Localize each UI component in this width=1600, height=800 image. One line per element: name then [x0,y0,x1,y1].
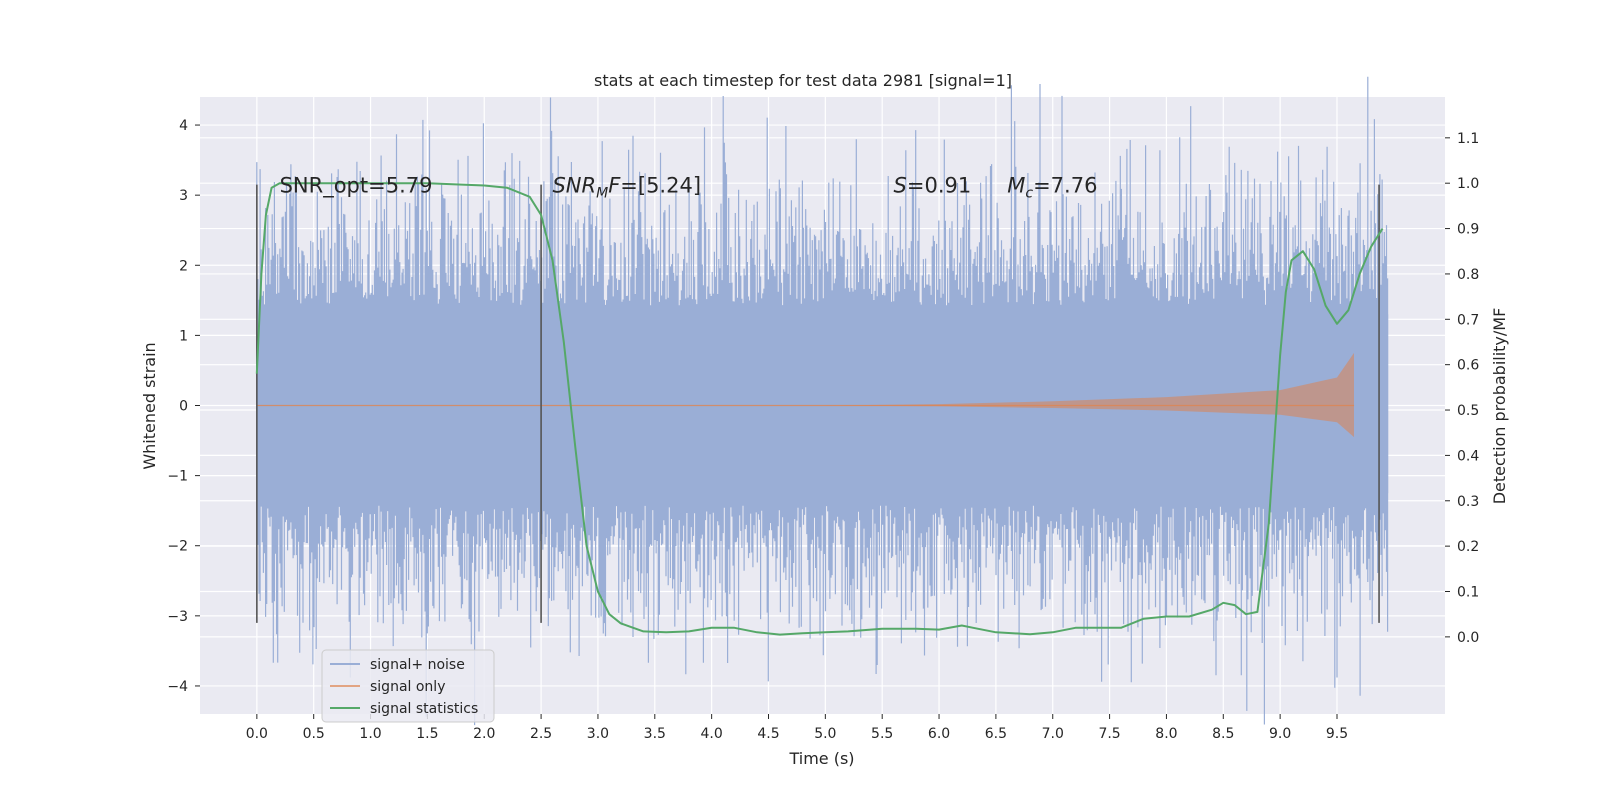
y2-tick-label: 1.0 [1457,176,1479,192]
marker-lines [256,184,1380,623]
y2-tick-label: 0.8 [1457,267,1479,283]
x-tick-label: 4.0 [701,726,723,742]
annotation-text: S=0.91 [894,174,972,198]
x-tick-label: 2.5 [530,726,552,742]
y2-axis-label: Detection probability/MF [1490,308,1509,505]
x-axis-label: Time (s) [788,749,854,768]
x-tick-label: 4.5 [757,726,779,742]
y2-tick-label: 0.3 [1457,494,1479,510]
series-signal-only [256,352,1355,438]
y-tick-label: 3 [179,188,188,204]
x-tick-label: 1.0 [359,726,381,742]
annotations: SNR_opt=5.79 SNRMF=[5.24] S=0.91 Mc=7.76 [280,174,1098,202]
chart-title: stats at each timestep for test data 298… [594,71,1012,90]
legend: signal+ noise signal only signal statistic… [321,649,495,723]
annotation-text: SNRMF=[5.24] [552,174,701,202]
y2-tick-label: 0.5 [1457,403,1479,419]
y2-tick-label: 0.1 [1457,585,1479,601]
y2-tick-label: 0.0 [1457,630,1479,646]
annotation-text: SNR_opt=5.79 [280,174,433,199]
x-tick-label: 9.0 [1269,726,1291,742]
annotation-text: Mc=7.76 [1007,174,1097,202]
y-tick-label: −4 [167,679,188,695]
stats-line [255,182,1384,636]
x-tick-label: 0.0 [246,726,268,742]
y2-tick-label: 0.4 [1457,448,1479,464]
x-tick-label: 1.5 [416,726,438,742]
x-tick-label: 0.5 [303,726,325,742]
x-tick-label: 8.5 [1212,726,1234,742]
y2-tick-label: 0.2 [1457,539,1479,555]
y2-tick-label: 0.7 [1457,312,1479,328]
y2-axis-ticks: 0.0 0.1 0.2 0.3 0.4 0.5 0.6 0.7 0.8 0.9 1.0 1.1 [1445,131,1479,646]
x-tick-label: 3.5 [644,726,666,742]
x-tick-label: 5.5 [871,726,893,742]
x-tick-label: 7.0 [1042,726,1064,742]
x-axis-ticks: 0.0 0.5 1.0 1.5 2.0 2.5 3.0 3.5 4.0 4.5 5.0 5.5 6.0 6… [246,714,1348,742]
legend-label: signal only [370,679,445,695]
y2-tick-label: 0.9 [1457,222,1479,238]
legend-label: signal statistics [370,701,478,717]
y2-tick-label: 1.1 [1457,131,1479,147]
series-signal-statistics [255,182,1384,636]
y-axis-label: Whitened strain [140,342,159,469]
x-tick-label: 7.5 [1098,726,1120,742]
y-tick-label: −2 [167,539,188,555]
y-tick-label: 1 [179,328,188,344]
x-tick-label: 5.0 [814,726,836,742]
x-tick-label: 8.0 [1155,726,1177,742]
x-tick-label: 3.0 [587,726,609,742]
x-tick-label: 6.0 [928,726,950,742]
legend-box [321,649,495,723]
y-axis-ticks: −4 −3 −2 −1 0 1 2 3 4 [167,118,200,695]
x-tick-label: 6.5 [985,726,1007,742]
x-tick-label: 2.0 [473,726,495,742]
y2-tick-label: 0.6 [1457,358,1479,374]
y-tick-label: 0 [179,399,188,415]
x-tick-label: 9.5 [1326,726,1348,742]
y-tick-label: 4 [179,118,188,134]
y-tick-label: −3 [167,609,188,625]
legend-label: signal+ noise [370,657,465,673]
y-tick-label: 2 [179,258,188,274]
y-tick-label: −1 [167,469,188,485]
